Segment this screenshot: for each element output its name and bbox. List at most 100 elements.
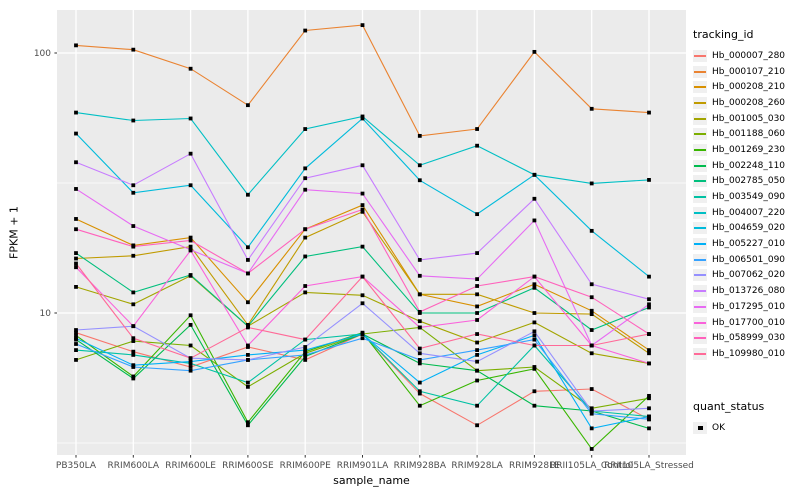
data-point [74,160,78,165]
data-point [360,116,365,121]
data-point [532,172,537,177]
legend-item-Hb_109980_010: Hb_109980_010 [693,346,799,362]
data-point [417,346,422,351]
data-point [360,191,365,196]
data-point [647,348,651,352]
data-point [417,380,422,385]
data-point [131,365,136,369]
data-point [188,183,193,188]
data-point [74,217,78,221]
data-point [131,374,136,379]
data-point [475,304,479,309]
data-point [74,285,78,289]
data-point [647,302,651,307]
data-point [647,351,651,356]
data-point [188,365,193,369]
data-point [246,352,250,357]
legend-item-label: Hb_001188_060 [712,129,786,140]
data-point [131,253,136,258]
data-point [589,406,594,411]
legend-items: Hb_000007_280 Hb_000107_210 Hb_000208_210 H… [693,48,799,362]
data-point [532,274,537,279]
data-point [360,274,365,279]
data-point [589,351,594,356]
legend-item-Hb_000208_260: Hb_000208_260 [693,95,799,111]
data-point [647,406,651,411]
data-point [188,322,193,327]
data-point [246,423,250,428]
data-point [74,342,78,346]
line-swatch-icon [693,332,707,345]
data-point [647,426,651,431]
data-point [475,403,479,408]
legend-item-Hb_004007_220: Hb_004007_220 [693,205,799,221]
data-point [532,366,537,371]
data-point [360,301,365,306]
data-point [74,227,78,232]
data-point [131,190,136,195]
data-point [188,116,193,121]
data-point [188,235,193,240]
data-point [303,127,308,131]
data-point [532,311,537,315]
x-tick-label: RRII105LA_Control [550,461,633,471]
data-point [360,203,365,208]
legend-item-label: Hb_017295_010 [712,301,786,312]
data-point [475,378,479,383]
data-point [589,181,594,186]
legend-item-Hb_017295_010: Hb_017295_010 [693,299,799,315]
data-point [647,305,651,310]
data-point [303,227,308,232]
legend-item-label: Hb_002248_110 [712,160,786,171]
data-point [475,348,479,352]
data-point [589,387,594,391]
data-point [303,348,308,352]
data-point [589,447,594,451]
legend-item-Hb_007062_020: Hb_007062_020 [693,268,799,284]
line-swatch-icon [693,191,707,204]
y-tick-label: 10 [40,309,52,319]
x-tick-label: RRIM901LA [337,461,389,471]
data-point [74,328,78,332]
y-axis-title: FPKM + 1 [7,206,21,259]
legend-item-label: Hb_003549_090 [712,192,786,203]
data-point [475,277,479,282]
data-point [647,110,651,115]
data-point [303,284,308,288]
data-point [74,110,78,115]
data-point [532,218,537,223]
x-axis-title: sample_name [333,474,410,487]
legend-item-Hb_004659_020: Hb_004659_020 [693,221,799,237]
data-point [131,336,136,341]
data-point [647,332,651,336]
legend-item-Hb_006501_090: Hb_006501_090 [693,252,799,268]
data-point [131,352,136,357]
data-point [131,244,136,249]
line-swatch-icon [693,96,707,109]
data-point [74,256,78,261]
data-point [246,325,250,330]
data-point [475,352,479,357]
data-point [647,396,651,401]
data-point [360,23,365,28]
data-point [74,336,78,341]
legend-item-label: Hb_013726_080 [712,286,786,297]
line-swatch-icon [693,347,707,360]
data-point [188,359,193,364]
line-swatch-icon [693,159,707,172]
data-point [131,302,136,307]
x-tick-label: RRII105LA_Stressed [604,461,694,471]
data-point [475,292,479,297]
data-point [475,251,479,255]
data-point [360,244,365,249]
data-point [74,348,78,352]
legend-item-label: Hb_109980_010 [712,348,786,359]
line-swatch-icon [693,238,707,251]
legend-item-Hb_005227_010: Hb_005227_010 [693,236,799,252]
legend-item-Hb_001269_230: Hb_001269_230 [693,142,799,158]
data-point [647,274,651,279]
data-point [475,284,479,288]
data-point [188,343,193,348]
